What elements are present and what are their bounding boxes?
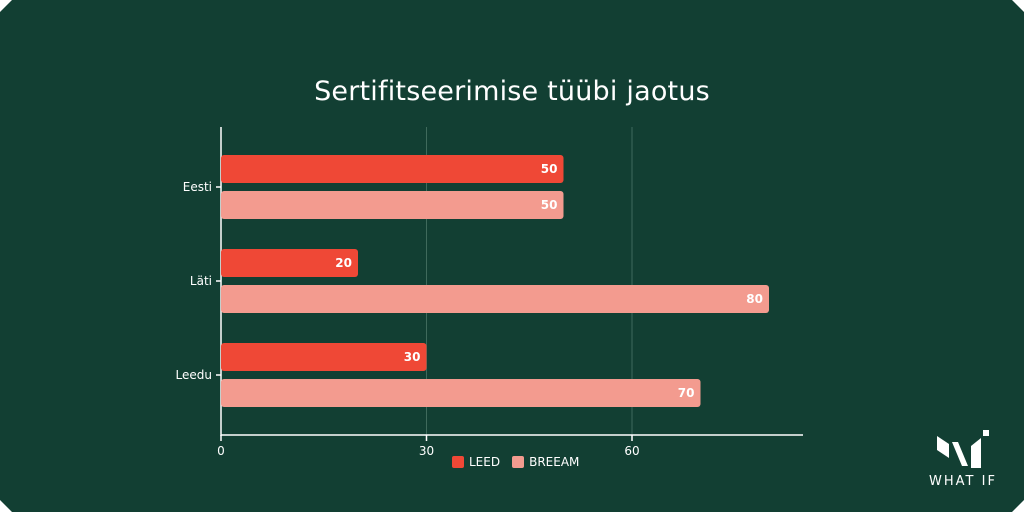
bar-breeam-1	[221, 285, 769, 313]
bar-value-label-leed-0: 50	[541, 162, 558, 176]
bar-value-label-leed-1: 20	[335, 256, 352, 270]
chart-legend: LEED BREEAM	[452, 455, 579, 469]
bar-leed-1	[221, 249, 358, 277]
legend-label-breeam: BREEAM	[529, 455, 580, 469]
legend-item-leed: LEED	[452, 455, 500, 469]
bar-leed-2	[221, 343, 427, 371]
legend-label-leed: LEED	[469, 455, 501, 469]
bar-value-label-breeam-1: 80	[746, 292, 763, 306]
bar-breeam-0	[221, 191, 564, 219]
category-label-2: Leedu	[176, 368, 212, 382]
category-label-1: Läti	[190, 274, 212, 288]
bar-breeam-2	[221, 379, 701, 407]
legend-swatch-leed	[452, 456, 464, 468]
legend-swatch-breeam	[512, 456, 525, 468]
legend-item-breeam: BREEAM	[512, 455, 579, 469]
what-if-logo-icon	[937, 430, 989, 468]
x-tick-label-60: 60	[624, 444, 639, 458]
what-if-logo: WHAT IF	[918, 428, 1008, 500]
bar-leed-0	[221, 155, 564, 183]
chart-title: Sertifitseerimise tüübi jaotus	[314, 76, 710, 107]
logo-text: WHAT IF	[929, 474, 997, 489]
bar-value-label-breeam-0: 50	[541, 198, 558, 212]
bar-value-label-breeam-2: 70	[678, 386, 695, 400]
x-tick-label-0: 0	[217, 444, 225, 458]
x-tick-label-30: 30	[419, 444, 434, 458]
bar-value-label-leed-2: 30	[404, 350, 421, 364]
category-label-0: Eesti	[183, 180, 212, 194]
